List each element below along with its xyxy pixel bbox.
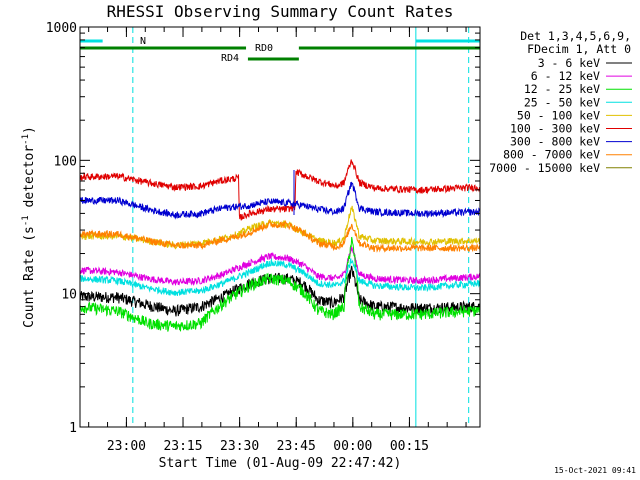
series-1-line: [79, 246, 481, 286]
y-tick-label-1: 10: [61, 288, 77, 303]
legend-label-1: 6 - 12 keV: [531, 69, 600, 83]
x-tick-label-0: 23:00: [107, 439, 146, 454]
series-3-line: [80, 257, 481, 296]
legend-label-8: 7000 - 15000 keV: [489, 161, 600, 175]
x-tick-label-1: 23:15: [163, 439, 202, 454]
x-tick-label-5: 00:15: [390, 439, 429, 454]
series-7-line: [79, 219, 481, 253]
series-2-line: [79, 236, 481, 332]
legend-label-5: 100 - 300 keV: [510, 122, 600, 136]
series-5-line: [79, 159, 481, 221]
flag-label-n: N: [140, 36, 146, 47]
y-tick-label-3: 1000: [46, 21, 77, 36]
y-axis-ticks: 1 10 100 1000: [46, 21, 480, 436]
x-tick-label-3: 23:45: [277, 439, 316, 454]
flag-label-rd0: RD0: [255, 43, 273, 54]
plot-frame: [79, 26, 481, 428]
legend-label-0: 3 - 6 keV: [538, 56, 600, 70]
legend-label-6: 300 - 800 keV: [510, 135, 600, 149]
legend-header-1: Det 1,3,4,5,6,9,: [520, 29, 631, 43]
legend-label-3: 25 - 50 keV: [524, 95, 600, 109]
y-tick-label-0: 1: [69, 421, 77, 436]
legend-label-7: 800 - 7000 keV: [503, 148, 600, 162]
legend-label-2: 12 - 25 keV: [524, 82, 600, 96]
series-6-line: [79, 181, 481, 220]
x-axis-ticks: 23:00 23:15 23:30 23:45 00:00 00:15: [88, 27, 467, 454]
legend-label-4: 50 - 100 keV: [517, 108, 600, 122]
x-tick-label-4: 00:00: [333, 439, 372, 454]
x-axis-label: Start Time (01-Aug-09 22:47:42): [159, 456, 402, 471]
x-tick-label-2: 23:30: [220, 439, 259, 454]
series-0-line: [79, 265, 481, 317]
footer-timestamp: 15-Oct-2021 09:41: [554, 466, 636, 475]
y-axis-label: Count Rate (s-1 detector-1): [21, 126, 37, 328]
legend-header-2: FDecim 1, Att 0: [527, 42, 631, 56]
plot-area: N RD0 RD4: [79, 27, 481, 427]
chart-title: RHESSI Observing Summary Count Rates: [107, 2, 454, 21]
flag-label-rd4: RD4: [221, 53, 239, 64]
y-tick-label-2: 100: [54, 154, 77, 169]
